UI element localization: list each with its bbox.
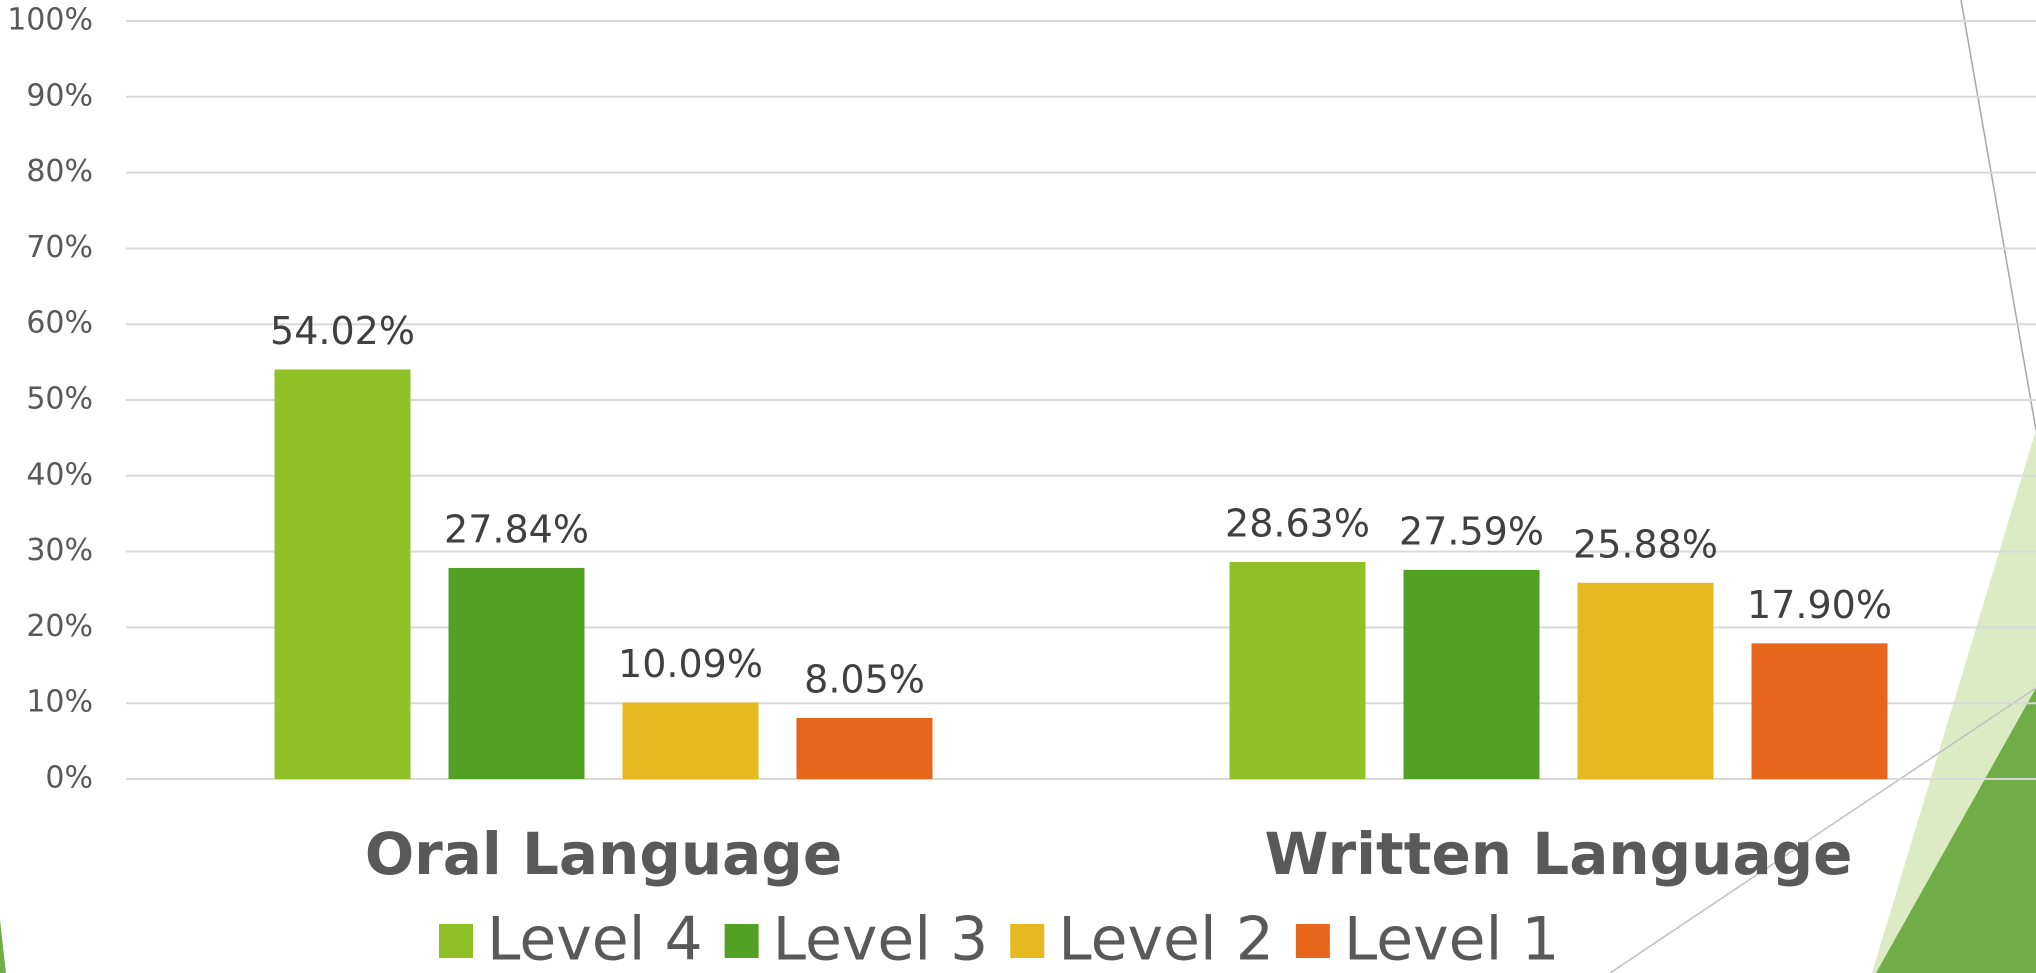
legend-label: Level 1 — [1344, 905, 1560, 973]
legend-label: Level 2 — [1058, 905, 1274, 973]
data-label: 10.09% — [618, 642, 763, 686]
data-label: 8.05% — [804, 657, 925, 701]
bar — [1752, 643, 1888, 779]
chart: 0% 10% 20% 30% 40% 50% 60% 70% 80% 90% 100% Oral La… — [0, 0, 2036, 973]
y-tick-label: 40% — [26, 457, 93, 492]
data-label: 28.63% — [1225, 501, 1370, 545]
y-tick-label: 90% — [26, 78, 93, 113]
data-label: 27.84% — [444, 507, 589, 551]
x-tick-label: Oral Language — [365, 820, 842, 888]
y-tick-label: 0% — [45, 761, 93, 796]
legend-label: Level 4 — [487, 905, 703, 973]
bar — [1230, 562, 1366, 779]
x-tick-label: Written Language — [1265, 820, 1853, 888]
legend-swatch — [725, 924, 759, 958]
bar — [449, 568, 585, 779]
bar — [1578, 583, 1714, 779]
legend-swatch — [439, 924, 473, 958]
data-label: 17.90% — [1747, 583, 1892, 627]
legend-label: Level 3 — [773, 905, 989, 973]
data-label: 25.88% — [1573, 522, 1718, 566]
y-tick-label: 100% — [7, 3, 93, 38]
data-label: 54.02% — [270, 309, 415, 353]
data-label: 27.59% — [1399, 509, 1544, 553]
bar — [797, 718, 933, 779]
y-tick-label: 70% — [26, 230, 93, 265]
y-tick-label: 20% — [26, 609, 93, 644]
decoration — [0, 920, 6, 973]
y-tick-label: 60% — [26, 306, 93, 341]
y-tick-label: 10% — [26, 685, 93, 720]
bar — [1404, 570, 1540, 779]
y-tick-label: 50% — [26, 382, 93, 417]
y-tick-label: 80% — [26, 154, 93, 189]
decoration — [1961, 0, 2036, 430]
y-tick-label: 30% — [26, 533, 93, 568]
bar — [623, 703, 759, 779]
bar — [275, 370, 411, 779]
legend-swatch — [1010, 924, 1044, 958]
legend-swatch — [1296, 924, 1330, 958]
